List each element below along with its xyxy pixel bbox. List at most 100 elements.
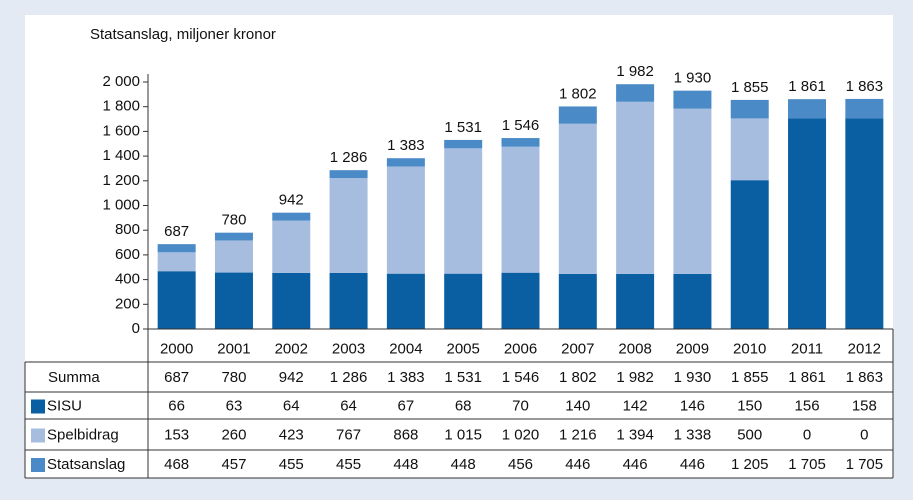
bar-segment bbox=[157, 271, 196, 329]
table-cell: 767 bbox=[336, 426, 361, 443]
table-cell: 457 bbox=[221, 456, 246, 473]
bar-segment bbox=[616, 84, 655, 102]
bar-segment bbox=[673, 273, 712, 329]
table-cell: 1 546 bbox=[502, 369, 540, 386]
table-cell: 868 bbox=[393, 426, 418, 443]
x-tick-label: 2008 bbox=[618, 340, 651, 357]
total-label: 1 861 bbox=[788, 78, 826, 95]
table-cell: 455 bbox=[279, 456, 304, 473]
table-cell: 64 bbox=[283, 397, 300, 414]
x-tick-label: 2005 bbox=[447, 340, 480, 357]
legend-swatch bbox=[31, 458, 45, 472]
bar-segment bbox=[272, 272, 311, 329]
table-cell: 446 bbox=[623, 456, 648, 473]
x-tick-label: 2002 bbox=[275, 340, 308, 357]
bar-segment bbox=[272, 220, 311, 273]
table-cell: 500 bbox=[737, 426, 762, 443]
table-cell: 68 bbox=[455, 397, 472, 414]
total-label: 1 546 bbox=[502, 117, 540, 134]
total-label: 1 286 bbox=[330, 149, 368, 166]
y-tick-label: 2 000 bbox=[102, 73, 140, 90]
bar-segment bbox=[673, 108, 712, 274]
legend-label: Statsanslag bbox=[47, 456, 125, 473]
x-tick-label: 2007 bbox=[561, 340, 594, 357]
bar-segment bbox=[157, 244, 196, 253]
table-cell: 1 286 bbox=[330, 369, 368, 386]
total-label: 1 531 bbox=[444, 119, 482, 136]
bar-segment bbox=[501, 146, 540, 273]
table-cell: 1 705 bbox=[788, 456, 826, 473]
table-cell: 1 531 bbox=[444, 369, 482, 386]
bar-segment bbox=[673, 90, 712, 109]
table-cell: 67 bbox=[398, 397, 415, 414]
bar-segment bbox=[444, 148, 483, 274]
bar-segment bbox=[272, 212, 311, 221]
x-tick-label: 2011 bbox=[791, 340, 823, 357]
x-tick-label: 2000 bbox=[160, 340, 193, 357]
y-tick-label: 800 bbox=[115, 221, 140, 238]
bar-segment bbox=[444, 273, 483, 329]
table-cell: 158 bbox=[852, 397, 877, 414]
legend-label: Spelbidrag bbox=[47, 426, 119, 443]
table-cell: 153 bbox=[164, 426, 189, 443]
bar-segment bbox=[329, 272, 368, 329]
table-cell: 942 bbox=[279, 369, 304, 386]
y-tick-label: 1 200 bbox=[102, 172, 140, 189]
table-cell: 260 bbox=[221, 426, 246, 443]
row-label: Summa bbox=[48, 369, 100, 386]
table-cell: 448 bbox=[451, 456, 476, 473]
table-cell: 1 383 bbox=[387, 369, 425, 386]
bar-segment bbox=[788, 118, 827, 330]
table-cell: 780 bbox=[221, 369, 246, 386]
y-tick-label: 400 bbox=[115, 271, 140, 288]
y-tick-label: 1 400 bbox=[102, 147, 140, 164]
table-cell: 70 bbox=[512, 397, 529, 414]
total-label: 1 855 bbox=[731, 79, 769, 96]
table-cell: 1 705 bbox=[846, 456, 884, 473]
bar-segment bbox=[501, 138, 540, 147]
table-cell: 142 bbox=[623, 397, 648, 414]
bar-segment bbox=[558, 106, 597, 124]
table-cell: 423 bbox=[279, 426, 304, 443]
table-cell: 1 982 bbox=[616, 369, 654, 386]
table-cell: 140 bbox=[565, 397, 590, 414]
bar-segment bbox=[157, 252, 196, 272]
table-cell: 687 bbox=[164, 369, 189, 386]
bar-segment bbox=[214, 272, 253, 329]
bar-segment bbox=[386, 166, 425, 274]
total-label: 942 bbox=[279, 192, 304, 209]
table-cell: 456 bbox=[508, 456, 533, 473]
bar-segment bbox=[558, 123, 597, 274]
total-label: 687 bbox=[164, 223, 189, 240]
legend-swatch bbox=[31, 399, 45, 414]
table-cell: 448 bbox=[393, 456, 418, 473]
bar-segment bbox=[788, 99, 827, 119]
table-cell: 1 205 bbox=[731, 456, 769, 473]
x-tick-label: 2009 bbox=[676, 340, 709, 357]
bar-segment bbox=[616, 101, 655, 274]
bar-segment bbox=[214, 240, 253, 273]
table-cell: 455 bbox=[336, 456, 361, 473]
bar-segment bbox=[329, 178, 368, 273]
table-cell: 446 bbox=[680, 456, 705, 473]
total-label: 1 383 bbox=[387, 137, 425, 154]
bar-segment bbox=[845, 118, 884, 330]
table-cell: 468 bbox=[164, 456, 189, 473]
table-cell: 146 bbox=[680, 397, 705, 414]
table-cell: 1 020 bbox=[502, 426, 540, 443]
x-tick-label: 2010 bbox=[733, 340, 766, 357]
total-label: 1 982 bbox=[616, 63, 654, 80]
x-tick-label: 2003 bbox=[332, 340, 365, 357]
bar-segment bbox=[730, 118, 769, 181]
bar-segment bbox=[444, 139, 483, 149]
bar-segment bbox=[386, 273, 425, 329]
table-cell: 63 bbox=[226, 397, 243, 414]
bar-segment bbox=[214, 232, 253, 241]
table-cell: 0 bbox=[860, 426, 868, 443]
x-tick-label: 2004 bbox=[389, 340, 422, 357]
y-tick-label: 0 bbox=[132, 320, 140, 337]
y-tick-label: 1 000 bbox=[102, 196, 140, 213]
table-cell: 64 bbox=[340, 397, 357, 414]
bar-segment bbox=[386, 158, 425, 167]
